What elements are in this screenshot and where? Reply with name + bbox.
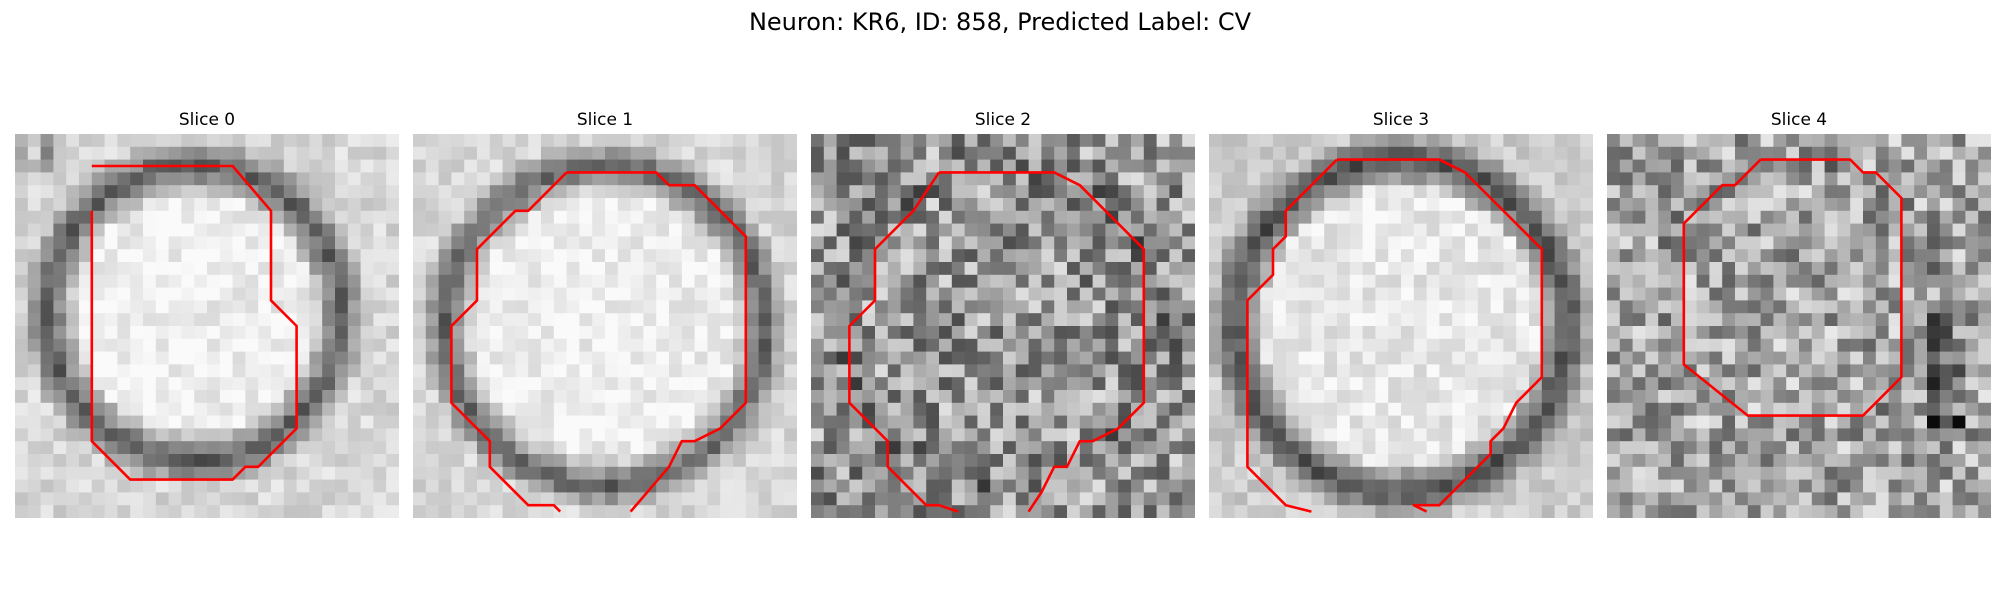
slice-panel-1: Slice 1 xyxy=(413,108,797,132)
slice-title-4: Slice 4 xyxy=(1607,108,1991,132)
slice-image-4 xyxy=(1607,134,1991,518)
slice-title-3: Slice 3 xyxy=(1209,108,1593,132)
slice-panel-2: Slice 2 xyxy=(811,108,1195,132)
slice-panel-0: Slice 0 xyxy=(15,108,399,132)
slice-title-1: Slice 1 xyxy=(413,108,797,132)
slice-image-0 xyxy=(15,134,399,518)
slice-title-2: Slice 2 xyxy=(811,108,1195,132)
slice-image-2 xyxy=(811,134,1195,518)
slice-image-3 xyxy=(1209,134,1593,518)
slice-title-0: Slice 0 xyxy=(15,108,399,132)
slice-panel-3: Slice 3 xyxy=(1209,108,1593,132)
slice-panel-4: Slice 4 xyxy=(1607,108,1991,132)
figure-title: Neuron: KR6, ID: 858, Predicted Label: C… xyxy=(0,6,2000,38)
slice-image-1 xyxy=(413,134,797,518)
